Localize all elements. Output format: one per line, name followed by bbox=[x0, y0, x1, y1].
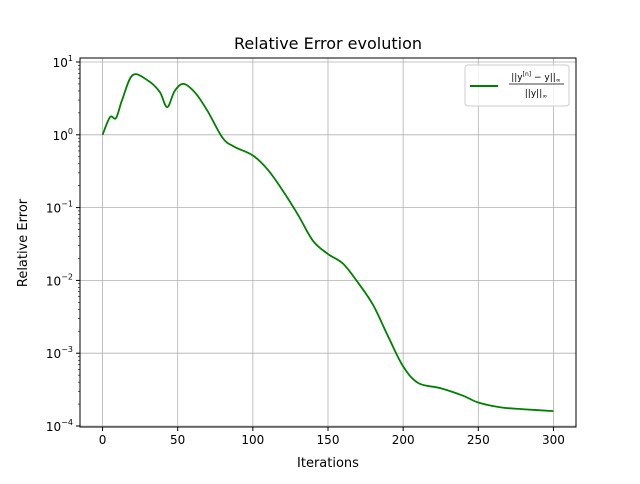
x-tick-label: 150 bbox=[317, 433, 340, 447]
ticks: 0 50 100 150 200 250 300 10−4 10−3 10−2 10−1 100 101 bbox=[46, 54, 565, 447]
y-tick-label: 101 bbox=[53, 54, 73, 70]
x-tick-label: 250 bbox=[467, 433, 490, 447]
x-tick-label: 50 bbox=[170, 433, 185, 447]
chart-title: Relative Error evolution bbox=[234, 34, 422, 53]
legend-box bbox=[464, 64, 570, 107]
y-tick-label: 10−3 bbox=[46, 345, 73, 361]
y-tick-label: 10−2 bbox=[46, 272, 73, 288]
x-axis-label: Iterations bbox=[297, 456, 359, 471]
series-lines bbox=[101, 73, 554, 413]
y-tick-label: 10−4 bbox=[46, 418, 73, 434]
legend: ||y[n] − y||∞ ||y||∞ bbox=[464, 64, 570, 107]
series-line bbox=[101, 73, 554, 413]
y-axis-label: Relative Error bbox=[16, 198, 31, 287]
x-tick-label: 300 bbox=[542, 433, 565, 447]
grid bbox=[80, 58, 576, 427]
x-tick-label: 0 bbox=[99, 433, 107, 447]
x-tick-label: 200 bbox=[392, 433, 415, 447]
legend-numerator: ||y[n] − y||∞ bbox=[511, 71, 561, 84]
y-tick-label: 10−1 bbox=[46, 200, 73, 216]
y-tick-label: 100 bbox=[53, 127, 73, 143]
legend-denominator: ||y||∞ bbox=[525, 89, 547, 100]
x-tick-label: 100 bbox=[241, 433, 264, 447]
